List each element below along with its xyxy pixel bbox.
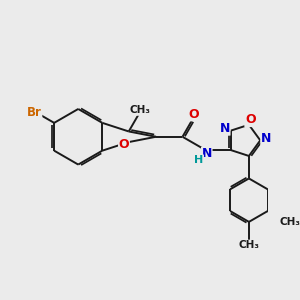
Text: Br: Br bbox=[27, 106, 42, 119]
Text: H: H bbox=[194, 155, 203, 165]
Text: CH₃: CH₃ bbox=[238, 240, 260, 250]
Text: CH₃: CH₃ bbox=[130, 105, 151, 115]
Text: O: O bbox=[245, 113, 256, 127]
Text: N: N bbox=[261, 132, 271, 145]
Text: O: O bbox=[119, 138, 129, 151]
Text: O: O bbox=[188, 108, 199, 121]
Text: N: N bbox=[202, 148, 212, 160]
Text: N: N bbox=[220, 122, 230, 135]
Text: CH₃: CH₃ bbox=[280, 217, 300, 226]
